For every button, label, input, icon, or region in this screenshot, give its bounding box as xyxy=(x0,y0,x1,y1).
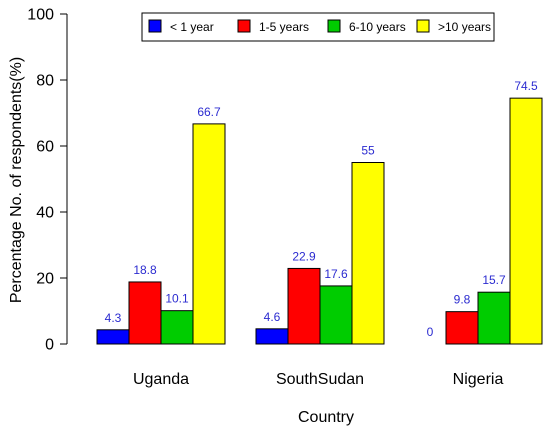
y-tick-label: 0 xyxy=(45,337,54,354)
data-label: 55 xyxy=(361,144,375,158)
legend-box xyxy=(141,12,495,42)
bar xyxy=(192,123,226,345)
data-label: 18.8 xyxy=(133,263,157,277)
legend-label: >10 years xyxy=(438,20,491,34)
y-tick-label: 100 xyxy=(27,7,54,24)
y-tick-label: 40 xyxy=(36,205,54,222)
bar xyxy=(509,97,543,345)
bar xyxy=(351,162,385,345)
legend-swatch xyxy=(416,19,430,33)
y-tick-label: 20 xyxy=(36,271,54,288)
legend-swatch xyxy=(327,19,341,33)
x-tick-label: Uganda xyxy=(133,371,189,388)
bar xyxy=(319,285,353,345)
legend-label: < 1 year xyxy=(170,20,214,34)
legend-label: 1-5 years xyxy=(259,20,309,34)
y-tick-label: 60 xyxy=(36,139,54,156)
bar xyxy=(128,281,162,345)
x-axis-title: Country xyxy=(298,409,354,426)
bar xyxy=(287,267,321,345)
bar xyxy=(96,329,130,345)
legend-swatch xyxy=(148,19,162,33)
data-label: 66.7 xyxy=(197,105,221,119)
bar xyxy=(255,328,289,345)
data-label: 17.6 xyxy=(324,267,348,281)
data-label: 0 xyxy=(427,325,434,339)
bars xyxy=(96,97,543,345)
legend-label: 6-10 years xyxy=(349,20,406,34)
y-tick-label: 80 xyxy=(36,73,54,90)
data-labels: 4.3 18.8 10.1 66.7 4.6 22.9 17.6 55 0 9.8 15.7 74.5 xyxy=(105,79,538,339)
y-axis-title: Percentage No. of respondents(%) xyxy=(8,57,25,303)
bar xyxy=(477,291,511,345)
data-label: 15.7 xyxy=(482,273,506,287)
data-label: 9.8 xyxy=(454,293,471,307)
x-tick-label: Nigeria xyxy=(453,371,504,388)
data-label: 10.1 xyxy=(165,292,189,306)
x-axis: Uganda SouthSudan Nigeria xyxy=(133,371,503,388)
x-tick-label: SouthSudan xyxy=(276,371,364,388)
data-label: 22.9 xyxy=(292,249,316,263)
bar xyxy=(160,310,194,345)
data-label: 4.6 xyxy=(264,310,281,324)
bar xyxy=(445,311,479,345)
y-axis: 0 20 40 60 80 100 xyxy=(27,7,68,354)
data-label: 74.5 xyxy=(514,79,538,93)
legend-swatch xyxy=(237,19,251,33)
data-label: 4.3 xyxy=(105,311,122,325)
legend: < 1 year 1-5 years 6-10 years >10 years xyxy=(141,12,495,42)
